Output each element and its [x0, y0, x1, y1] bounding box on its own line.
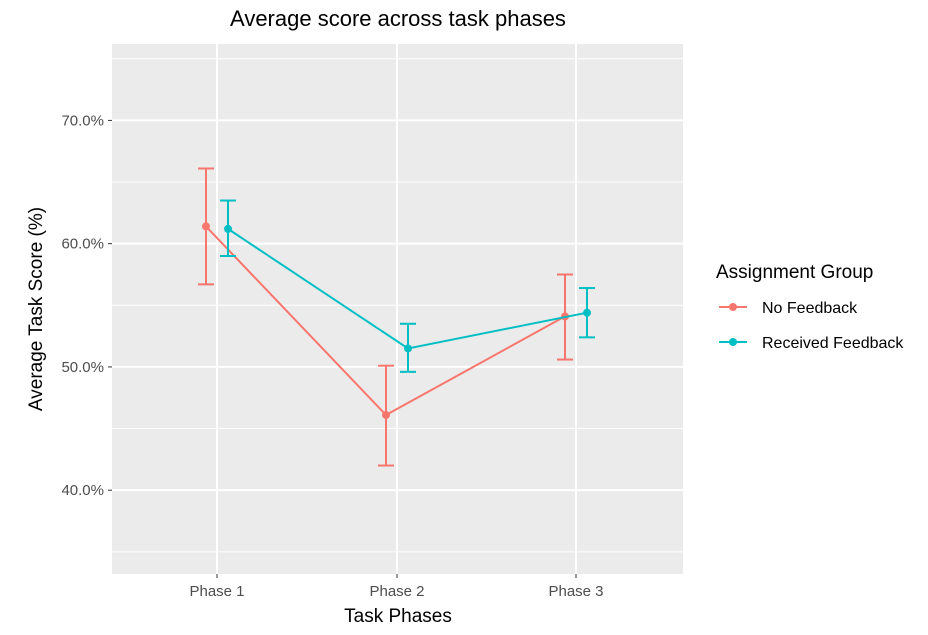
chart-title: Average score across task phases — [230, 6, 566, 31]
x-axis: Phase 1 Phase 2 Phase 3 — [189, 574, 604, 600]
y-tick-label: 40.0% — [61, 482, 104, 499]
series-received-feedback — [220, 199, 595, 373]
x-tick-label: Phase 1 — [189, 583, 244, 600]
data-point — [382, 411, 390, 419]
legend-label: No Feedback — [762, 300, 858, 317]
major-gridlines — [112, 44, 683, 574]
x-axis-title: Task Phases — [344, 606, 452, 627]
legend-key-point — [729, 338, 737, 346]
legend-label: Received Feedback — [762, 335, 904, 352]
y-axis: 40.0% 50.0% 60.0% 70.0% — [61, 112, 112, 499]
legend-item: No Feedback — [719, 300, 858, 317]
data-point — [224, 224, 232, 233]
x-tick-label: Phase 2 — [369, 583, 424, 600]
legend: Assignment Group No Feedback Received Fee… — [716, 262, 904, 352]
y-axis-title: Average Task Score (%) — [26, 207, 47, 411]
series-layer — [198, 167, 595, 467]
data-point — [202, 222, 210, 231]
data-point — [583, 308, 591, 317]
legend-item: Received Feedback — [719, 335, 904, 352]
x-tick-label: Phase 3 — [548, 583, 603, 600]
legend-key-point — [729, 303, 737, 311]
series-no-feedback — [198, 167, 573, 467]
data-point — [404, 344, 412, 353]
y-tick-label: 50.0% — [61, 359, 104, 376]
y-tick-label: 70.0% — [61, 112, 104, 129]
y-tick-label: 60.0% — [61, 236, 104, 253]
legend-title: Assignment Group — [716, 262, 873, 283]
